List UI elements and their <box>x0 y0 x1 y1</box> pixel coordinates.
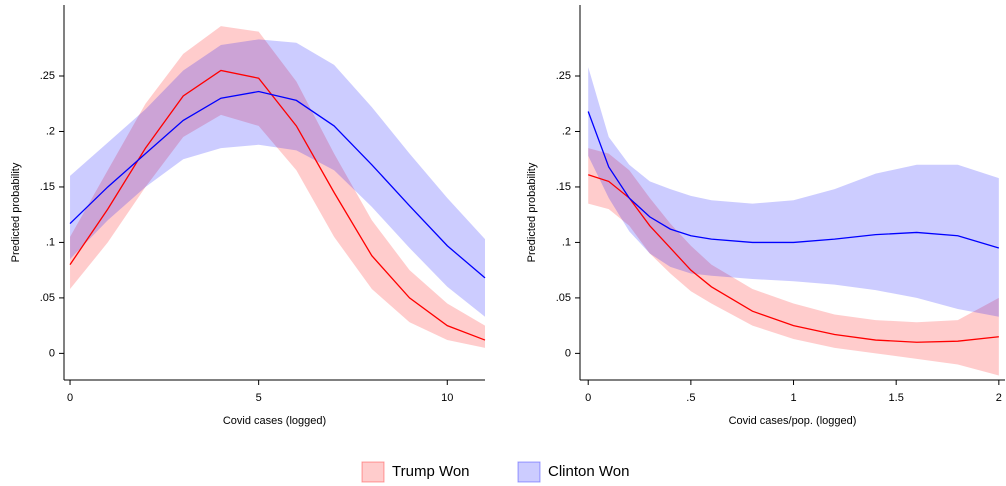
x-axis-title: Covid cases (logged) <box>223 415 326 427</box>
legend-swatch <box>361 461 385 483</box>
y-tick-label: .2 <box>562 125 571 137</box>
y-tick-label: .15 <box>556 181 571 193</box>
y-tick-label: .2 <box>46 125 55 137</box>
x-tick-label: 0 <box>585 392 591 404</box>
x-tick-label: 1 <box>790 392 796 404</box>
x-tick-label: 10 <box>441 392 453 404</box>
x-axis-title: Covid cases/pop. (logged) <box>729 415 857 427</box>
line <box>588 174 999 343</box>
confidence-band <box>70 39 486 317</box>
x-tick-label: 5 <box>256 392 262 404</box>
x-tick-label: 0 <box>67 392 73 404</box>
confidence-band <box>70 26 486 348</box>
confidence-band <box>588 148 999 376</box>
x-tick-label: 2 <box>996 392 1002 404</box>
y-tick-label: .05 <box>556 292 571 304</box>
y-axis-title: Predicted probability <box>526 162 538 262</box>
legend-label: Trump Won <box>392 463 470 480</box>
x-tick-label: .5 <box>686 392 695 404</box>
legend-swatch <box>517 461 541 483</box>
y-axis-title: Predicted probability <box>10 162 22 262</box>
line <box>587 111 1000 249</box>
y-tick-label: 0 <box>49 347 55 359</box>
y-tick-label: .25 <box>556 70 571 82</box>
y-tick-label: 0 <box>565 347 571 359</box>
y-tick-label: .15 <box>40 181 55 193</box>
y-tick-label: .1 <box>46 236 55 248</box>
y-tick-label: .05 <box>40 292 55 304</box>
y-tick-label: .25 <box>40 70 55 82</box>
y-tick-label: .1 <box>562 236 571 248</box>
legend-label: Clinton Won <box>548 463 629 480</box>
x-tick-label: 1.5 <box>889 392 904 404</box>
confidence-band <box>588 67 999 317</box>
line <box>69 90 486 279</box>
line <box>69 69 486 341</box>
